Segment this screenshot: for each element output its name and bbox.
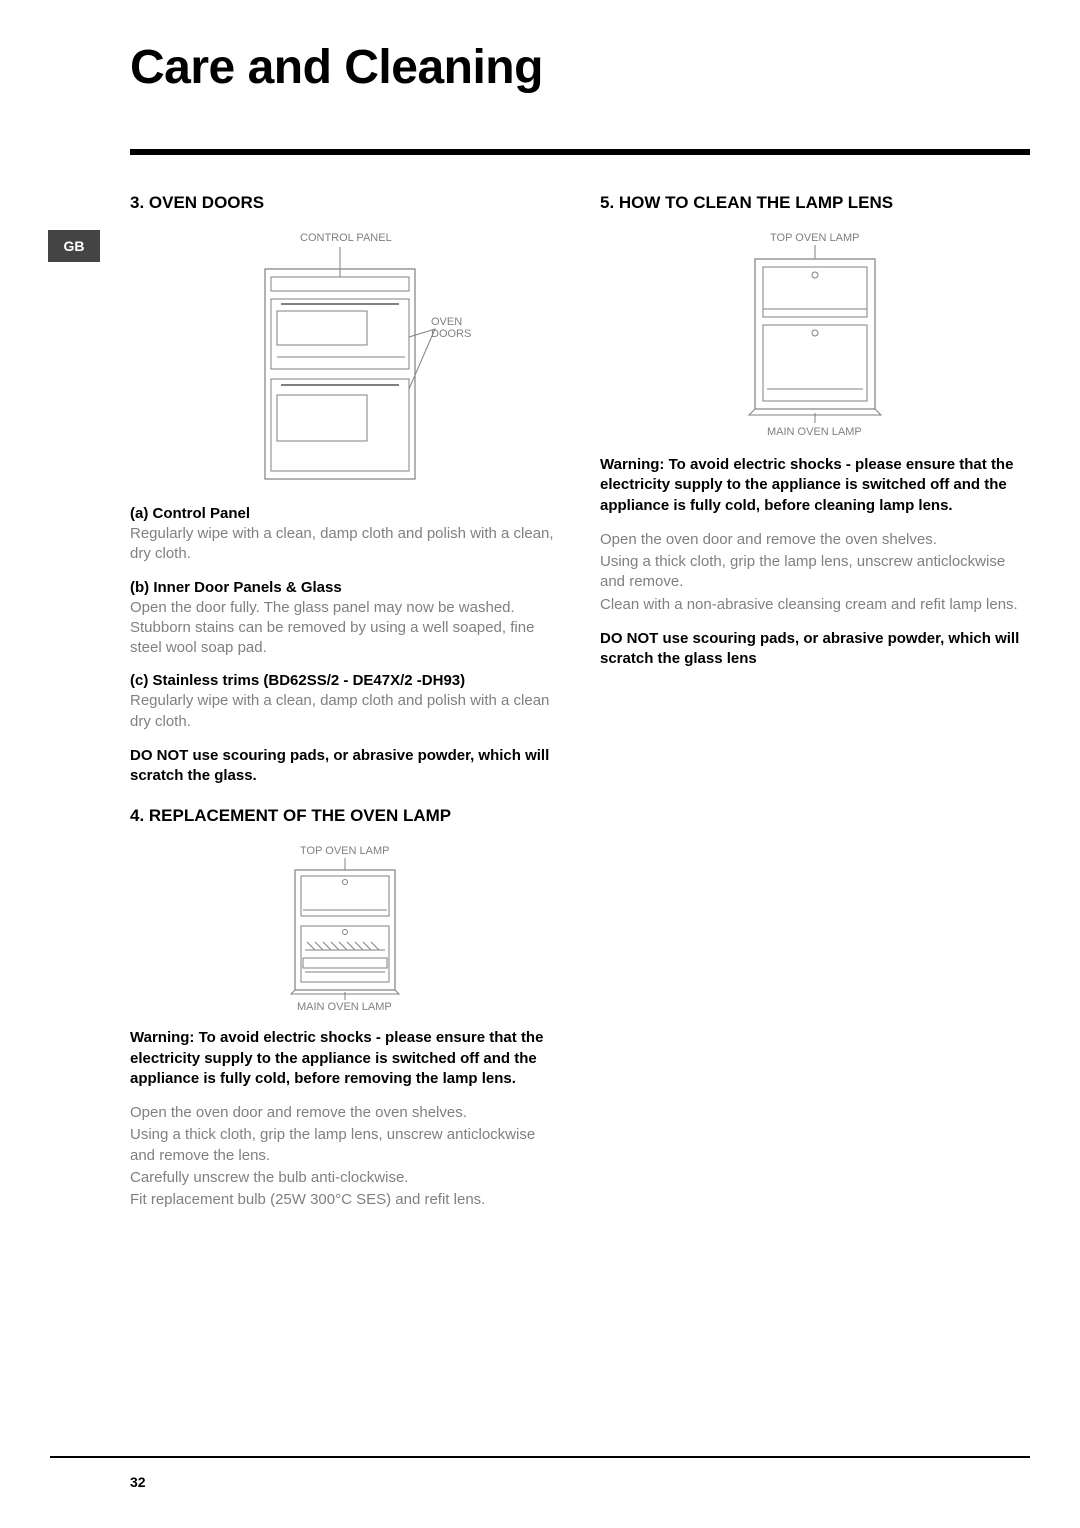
subsection-b-heading: (b) Inner Door Panels & Glass — [130, 579, 560, 596]
page-title: Care and Cleaning — [0, 0, 1080, 95]
lens-step-1: Open the oven door and remove the oven s… — [600, 530, 1030, 550]
control-panel-label: CONTROL PANEL — [300, 232, 392, 244]
top-lamp-label: TOP OVEN LAMP — [300, 845, 389, 857]
lamp-lens-diagram: TOP OVEN LAMP MAIN OVEN LAMP — [600, 229, 1030, 439]
lens-warning: Warning: To avoid electric shocks - plea… — [600, 455, 1030, 516]
lamp-step-4: Fit replacement bulb (25W 300°C SES) and… — [130, 1190, 560, 1210]
lamp-warning: Warning: To avoid electric shocks - plea… — [130, 1028, 560, 1089]
divider-bottom — [50, 1456, 1030, 1458]
divider-top — [130, 149, 1030, 155]
section-5-heading: 5. HOW TO CLEAN THE LAMP LENS — [600, 193, 1030, 213]
section-3-heading: 3. OVEN DOORS — [130, 193, 560, 213]
lens-step-2: Using a thick cloth, grip the lamp lens,… — [600, 552, 1030, 593]
main-lamp-label-r: MAIN OVEN LAMP — [767, 426, 862, 438]
oven-doors-label-2: DOORS — [431, 328, 471, 340]
do-not-text-2: DO NOT use scouring pads, or abrasive po… — [600, 629, 1030, 670]
right-column: 5. HOW TO CLEAN THE LAMP LENS TOP OVEN L… — [600, 173, 1030, 1212]
lens-step-3: Clean with a non-abrasive cleansing crea… — [600, 595, 1030, 615]
subsection-c-heading: (c) Stainless trims (BD62SS/2 - DE47X/2 … — [130, 672, 560, 689]
lamp-step-1: Open the oven door and remove the oven s… — [130, 1103, 560, 1123]
subsection-b-text: Open the door fully. The glass panel may… — [130, 598, 560, 659]
left-column: 3. OVEN DOORS CONTROL PANEL — [130, 173, 560, 1212]
subsection-c-text: Regularly wipe with a clean, damp cloth … — [130, 691, 560, 732]
top-lamp-label-r: TOP OVEN LAMP — [770, 232, 859, 244]
lamp-step-3: Carefully unscrew the bulb anti-clockwis… — [130, 1168, 560, 1188]
section-4-heading: 4. REPLACEMENT OF THE OVEN LAMP — [130, 806, 560, 826]
language-tab: GB — [48, 230, 100, 262]
oven-lamp-diagram: TOP OVEN LAMP — [130, 842, 560, 1012]
content-columns: 3. OVEN DOORS CONTROL PANEL — [0, 173, 1080, 1212]
oven-doors-label-1: OVEN — [431, 316, 462, 328]
subsection-a-text: Regularly wipe with a clean, damp cloth … — [130, 524, 560, 565]
oven-doors-diagram: CONTROL PANEL OVEN DOO — [130, 229, 560, 489]
do-not-text-1: DO NOT use scouring pads, or abrasive po… — [130, 746, 560, 787]
lamp-step-2: Using a thick cloth, grip the lamp lens,… — [130, 1125, 560, 1166]
page-number: 32 — [130, 1474, 146, 1490]
subsection-a-heading: (a) Control Panel — [130, 505, 560, 522]
main-lamp-label: MAIN OVEN LAMP — [297, 1001, 392, 1012]
